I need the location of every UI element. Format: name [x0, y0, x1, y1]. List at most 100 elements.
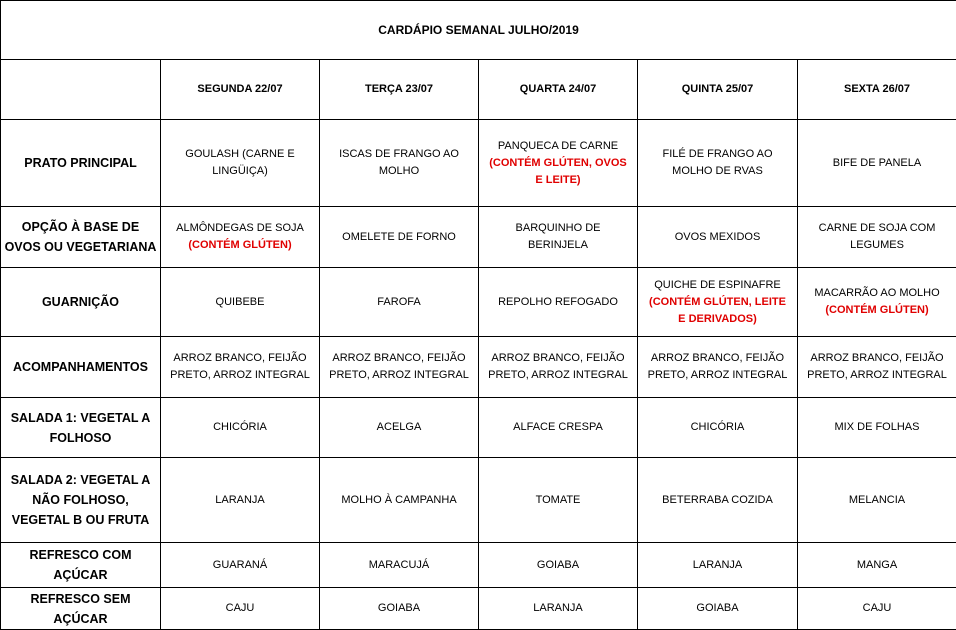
menu-cell: ARROZ BRANCO, FEIJÃO PRETO, ARROZ INTEGR…	[160, 336, 320, 398]
menu-cell: BARQUINHO DE BERINJELA	[478, 206, 638, 268]
menu-cell: PANQUECA DE CARNE (CONTÉM GLÚTEN, OVOS E …	[478, 119, 638, 207]
title-row: CARDÁPIO SEMANAL JULHO/2019	[0, 0, 956, 60]
allergen-warning: (CONTÉM GLÚTEN, LEITE E DERIVADOS)	[649, 295, 786, 325]
row-label: REFRESCO COM AÇÚCAR	[0, 542, 161, 588]
menu-cell: QUICHE DE ESPINAFRE (CONTÉM GLÚTEN, LEITE…	[637, 267, 798, 337]
menu-cell: GOIABA	[319, 587, 479, 630]
menu-row: REFRESCO COM AÇÚCAR GUARANÁ MARACUJÁ GOIABA…	[0, 542, 956, 588]
dish-text: ARROZ BRANCO, FEIJÃO PRETO, ARROZ INTEGR…	[329, 352, 469, 381]
dish-text: FAROFA	[377, 295, 421, 308]
menu-cell: ACELGA	[319, 397, 479, 458]
row-label: REFRESCO SEM AÇÚCAR	[0, 587, 161, 630]
dish-text: GOIABA	[377, 602, 421, 614]
day-header: QUARTA 24/07	[478, 59, 638, 120]
corner-cell	[0, 59, 161, 120]
menu-cell: FILÉ DE FRANGO AO MOLHO DE RVAS	[637, 119, 798, 207]
row-label: OPÇÃO À BASE DE OVOS OU VEGETARIANA	[0, 206, 161, 268]
day-header: QUINTA 25/07	[637, 59, 798, 120]
dish-text: CARNE DE SOJA COM LEGUMES	[818, 222, 936, 251]
menu-cell: FAROFA	[319, 267, 479, 337]
dish-text: ARROZ BRANCO, FEIJÃO PRETO, ARROZ INTEGR…	[807, 352, 947, 381]
menu-row: ACOMPANHAMENTOS ARROZ BRANCO, FEIJÃO PRET…	[0, 336, 956, 398]
dish-text: LARANJA	[533, 602, 583, 614]
menu-cell: BIFE DE PANELA	[796, 119, 956, 207]
dish-text: OMELETE DE FORNO	[342, 230, 456, 243]
dish-text: LARANJA	[692, 558, 743, 571]
menu-cell: TOMATE	[478, 457, 638, 543]
menu-row: OPÇÃO À BASE DE OVOS OU VEGETARIANA ALMÔN…	[0, 206, 956, 268]
menu-cell: LARANJA	[478, 587, 638, 630]
dish-text: MACARRÃO AO MOLHO	[814, 287, 940, 299]
menu-cell: ISCAS DE FRANGO AO MOLHO	[319, 119, 479, 207]
dish-text: CHICÓRIA	[213, 421, 267, 433]
menu-row: SALADA 2: VEGETAL A NÃO FOLHOSO, VEGETAL…	[0, 457, 956, 543]
dish-text: ARROZ BRANCO, FEIJÃO PRETO, ARROZ INTEGR…	[488, 352, 628, 381]
allergen-warning: (CONTÉM GLÚTEN)	[825, 304, 929, 316]
dish-text: BIFE DE PANELA	[832, 156, 922, 169]
menu-cell: MIX DE FOLHAS	[796, 397, 956, 458]
dish-text: ALMÔNDEGAS DE SOJA	[176, 222, 304, 234]
row-label: ACOMPANHAMENTOS	[0, 336, 161, 398]
dish-text: MOLHO À CAMPANHA	[341, 493, 457, 506]
menu-cell: BETERRABA COZIDA	[637, 457, 798, 543]
dish-text: BETERRABA COZIDA	[662, 493, 773, 506]
menu-cell: OMELETE DE FORNO	[319, 206, 479, 268]
menu-cell: ARROZ BRANCO, FEIJÃO PRETO, ARROZ INTEGR…	[319, 336, 479, 398]
dish-text: LARANJA	[215, 493, 265, 506]
menu-cell: QUIBEBE	[160, 267, 320, 337]
dish-text: QUIBEBE	[215, 295, 265, 308]
menu-cell: CAJU	[160, 587, 320, 630]
dish-text: ALFACE CRESPA	[513, 421, 603, 433]
menu-row: GUARNIÇÃO QUIBEBE FAROFA REPOLHO REFOGADO QU…	[0, 267, 956, 337]
row-label: SALADA 1: VEGETAL A FOLHOSO	[0, 397, 161, 458]
dish-text: ACELGA	[376, 421, 422, 433]
menu-cell: MELANCIA	[796, 457, 956, 543]
menu-cell: CARNE DE SOJA COM LEGUMES	[796, 206, 956, 268]
day-header: TERÇA 23/07	[319, 59, 479, 120]
menu-cell: CHICÓRIA	[160, 397, 320, 458]
menu-cell: MANGA	[796, 542, 956, 588]
menu-cell: MARACUJÁ	[319, 542, 479, 588]
dish-text: BARQUINHO DE BERINJELA	[515, 222, 601, 251]
dish-text: OVOS MEXIDOS	[674, 230, 761, 243]
menu-cell: CAJU	[796, 587, 956, 630]
day-header-row: SEGUNDA 22/07 TERÇA 23/07 QUARTA 24/07 Q…	[0, 59, 956, 120]
menu-cell: LARANJA	[160, 457, 320, 543]
day-header: SEXTA 26/07	[796, 59, 956, 120]
dish-text: MELANCIA	[848, 493, 906, 506]
dish-text: GOULASH (CARNE E LINGÜIÇA)	[185, 148, 295, 177]
menu-cell: GUARANÁ	[160, 542, 320, 588]
menu-cell: ALFACE CRESPA	[478, 397, 638, 458]
menu-row: REFRESCO SEM AÇÚCAR CAJU GOIABA LARANJA GOIA…	[0, 587, 956, 630]
menu-cell: OVOS MEXIDOS	[637, 206, 798, 268]
dish-text: ISCAS DE FRANGO AO MOLHO	[339, 148, 459, 177]
menu-cell: GOIABA	[478, 542, 638, 588]
menu-cell: GOIABA	[637, 587, 798, 630]
menu-cell: REPOLHO REFOGADO	[478, 267, 638, 337]
allergen-warning: (CONTÉM GLÚTEN, OVOS E LEITE)	[489, 156, 627, 186]
menu-cell: ALMÔNDEGAS DE SOJA (CONTÉM GLÚTEN)	[160, 206, 320, 268]
menu-row: SALADA 1: VEGETAL A FOLHOSO CHICÓRIA ACELG…	[0, 397, 956, 458]
dish-text: MIX DE FOLHAS	[834, 421, 920, 433]
menu-cell: GOULASH (CARNE E LINGÜIÇA)	[160, 119, 320, 207]
menu-cell: MACARRÃO AO MOLHO (CONTÉM GLÚTEN)	[796, 267, 956, 337]
dish-text: CAJU	[862, 602, 892, 614]
dish-text: MARACUJÁ	[368, 558, 430, 571]
dish-text: CHICÓRIA	[690, 421, 745, 433]
menu-cell: LARANJA	[637, 542, 798, 588]
menu-row: PRATO PRINCIPAL GOULASH (CARNE E LINGÜIÇA…	[0, 119, 956, 207]
dish-text: ARROZ BRANCO, FEIJÃO PRETO, ARROZ INTEGR…	[647, 352, 788, 381]
dish-text: CAJU	[225, 602, 255, 614]
menu-cell: ARROZ BRANCO, FEIJÃO PRETO, ARROZ INTEGR…	[478, 336, 638, 398]
row-label: PRATO PRINCIPAL	[0, 119, 161, 207]
dish-text: QUICHE DE ESPINAFRE	[654, 278, 781, 291]
dish-text: GUARANÁ	[212, 558, 268, 571]
dish-text: REPOLHO REFOGADO	[498, 295, 618, 308]
row-label: GUARNIÇÃO	[0, 267, 161, 337]
allergen-warning: (CONTÉM GLÚTEN)	[188, 239, 292, 251]
dish-text: ARROZ BRANCO, FEIJÃO PRETO, ARROZ INTEGR…	[170, 352, 310, 381]
menu-cell: CHICÓRIA	[637, 397, 798, 458]
dish-text: GOIABA	[536, 558, 580, 571]
dish-text: TOMATE	[535, 493, 581, 506]
